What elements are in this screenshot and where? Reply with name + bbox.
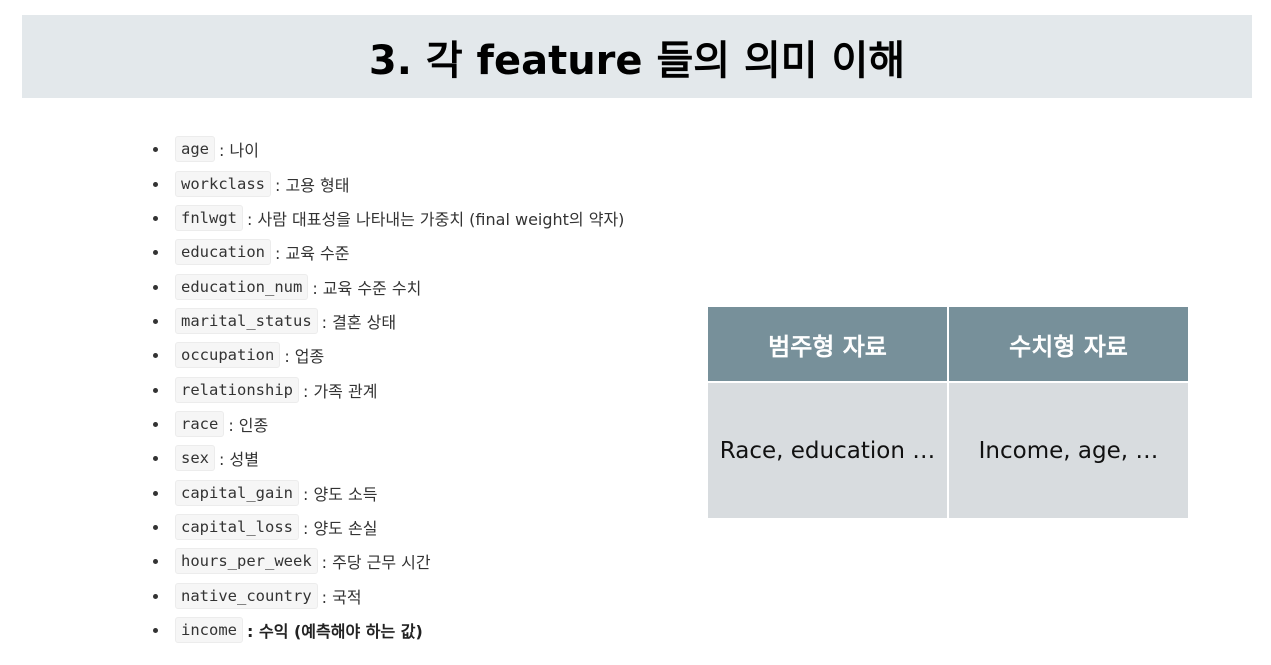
feature-description: : 나이 [219, 141, 259, 161]
list-item: native_country: 국적 [150, 578, 624, 612]
list-item: occupation: 업종 [150, 338, 624, 372]
table-header-row: 범주형 자료 수치형 자료 [706, 305, 1190, 383]
feature-code: capital_loss [175, 513, 299, 540]
bullet-icon [153, 421, 158, 427]
feature-code: hours_per_week [175, 548, 318, 575]
table-row: Race, education … Income, age, … [706, 381, 1190, 520]
feature-description: : 사람 대표성을 나타내는 가중치 (final weight의 약자) [247, 209, 625, 229]
feature-description: : 결혼 상태 [321, 312, 397, 332]
feature-code: age [175, 136, 215, 163]
list-item: marital_status: 결혼 상태 [150, 304, 624, 338]
feature-code: relationship [175, 376, 299, 403]
list-item: relationship: 가족 관계 [150, 372, 624, 406]
bullet-icon [153, 147, 158, 153]
list-item: race: 인종 [150, 407, 624, 441]
feature-code: income [175, 616, 243, 643]
feature-description: : 성별 [219, 450, 259, 470]
bullet-icon [153, 284, 158, 290]
feature-list: age: 나이 workclass: 고용 형태 fnlwgt: 사람 대표성을… [150, 132, 624, 647]
bullet-icon [153, 627, 158, 633]
bullet-icon [153, 318, 158, 324]
bullet-icon [153, 593, 158, 599]
feature-code: race [175, 410, 225, 437]
bullet-icon [153, 456, 158, 462]
bullet-icon [153, 250, 158, 256]
list-item: education: 교육 수준 [150, 235, 624, 269]
list-item: capital_gain: 양도 소득 [150, 475, 624, 509]
feature-code: sex [175, 445, 215, 472]
page-title: 3. 각 feature 들의 의미 이해 [368, 37, 906, 84]
list-item: age: 나이 [150, 132, 624, 166]
feature-description: : 국적 [321, 587, 362, 607]
header-numerical: 수치형 자료 [947, 305, 1190, 383]
title-banner: 3. 각 feature 들의 의미 이해 [22, 15, 1252, 98]
feature-description: : 가족 관계 [302, 381, 378, 401]
bullet-icon [153, 559, 158, 565]
list-item: workclass: 고용 형태 [150, 166, 624, 200]
bullet-icon [153, 490, 158, 496]
feature-description: : 업종 [284, 347, 325, 367]
feature-code: native_country [175, 582, 318, 609]
header-categorical: 범주형 자료 [706, 305, 949, 383]
cell-numerical-examples: Income, age, … [947, 381, 1190, 520]
feature-description: : 양도 손실 [302, 518, 378, 538]
list-item: sex: 성별 [150, 441, 624, 475]
feature-description: : 교육 수준 수치 [312, 278, 422, 298]
bullet-icon [153, 215, 158, 221]
list-item: education_num: 교육 수준 수치 [150, 269, 624, 303]
bullet-icon [153, 387, 158, 393]
list-item: capital_loss: 양도 손실 [150, 510, 624, 544]
bullet-icon [153, 353, 158, 359]
list-item: fnlwgt: 사람 대표성을 나타내는 가중치 (final weight의 … [150, 201, 624, 235]
bullet-icon [153, 524, 158, 530]
feature-description: : 인종 [228, 415, 269, 435]
bullet-icon [153, 181, 158, 187]
feature-description: : 주당 근무 시간 [321, 553, 431, 573]
feature-code: occupation [175, 342, 281, 369]
feature-description: : 양도 소득 [302, 484, 378, 504]
feature-code: capital_gain [175, 479, 299, 506]
feature-description: : 교육 수준 [275, 244, 350, 264]
list-item: hours_per_week: 주당 근무 시간 [150, 544, 624, 578]
feature-code: workclass [175, 170, 271, 197]
feature-description: : 수익 (예측해야 하는 값) [247, 621, 423, 641]
feature-code: marital_status [175, 307, 318, 334]
cell-categorical-examples: Race, education … [706, 381, 949, 520]
list-item: income: 수익 (예측해야 하는 값) [150, 613, 624, 647]
feature-code: education_num [175, 273, 309, 300]
feature-code: education [175, 239, 271, 266]
data-type-table: 범주형 자료 수치형 자료 Race, education … Income, … [706, 305, 1190, 520]
feature-description: : 고용 형태 [275, 175, 350, 195]
feature-code: fnlwgt [175, 204, 243, 231]
